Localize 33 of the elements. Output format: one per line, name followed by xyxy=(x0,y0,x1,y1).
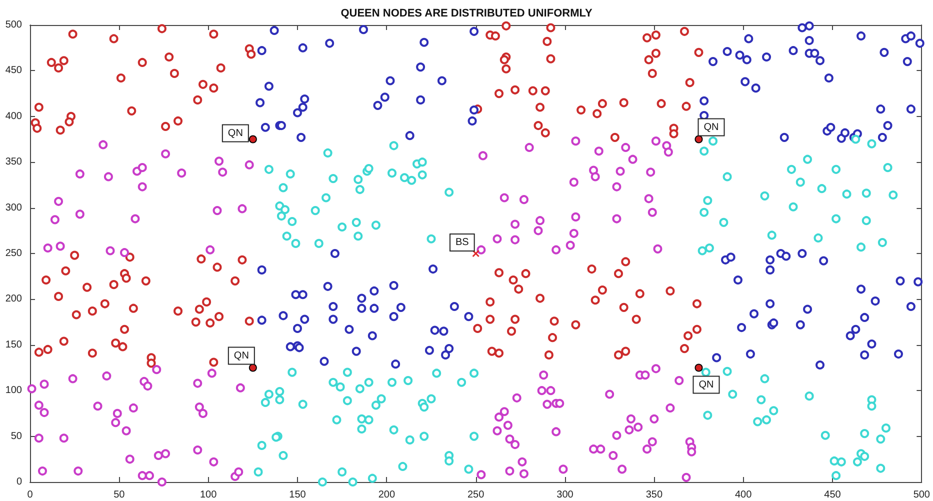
y-tick-label: 450 xyxy=(5,65,22,76)
x-tick-label: 500 xyxy=(913,490,930,500)
x-tick-label: 450 xyxy=(824,490,842,500)
x-tick-label: 200 xyxy=(378,490,396,500)
y-tick-label: 400 xyxy=(5,110,22,122)
annotation: QN xyxy=(228,128,243,139)
point xyxy=(694,135,703,144)
y-tick-label: 150 xyxy=(5,339,22,350)
y-tick-label: 250 xyxy=(5,248,22,259)
point xyxy=(248,135,257,144)
x-tick-label: 300 xyxy=(556,490,574,500)
y-tick-label: 50 xyxy=(10,430,22,442)
x-tick-label: 100 xyxy=(200,490,218,500)
x-tick-label: 400 xyxy=(734,490,752,500)
annotation: QN xyxy=(698,379,714,390)
annotation: BS xyxy=(455,237,470,248)
y-tick-label: 500 xyxy=(5,20,22,30)
chart-title: QUEEN NODES ARE DISTRIBUTED UNIFORMLY xyxy=(340,8,593,20)
x-tick-label: 250 xyxy=(467,490,485,500)
x-tick-label: 50 xyxy=(114,490,126,500)
annotation: QN xyxy=(704,122,719,133)
point xyxy=(694,364,703,372)
y-tick-label: 300 xyxy=(5,202,22,214)
y-tick-label: 0 xyxy=(16,476,22,488)
x-tick-label: 0 xyxy=(27,490,34,500)
y-tick-label: 200 xyxy=(5,294,22,305)
y-tick-label: 350 xyxy=(5,156,22,168)
x-tick-label: 350 xyxy=(646,490,663,500)
y-tick-label: 100 xyxy=(5,385,22,396)
point xyxy=(472,250,480,258)
x-tick-label: 150 xyxy=(289,490,306,500)
point xyxy=(248,364,257,372)
annotation: QN xyxy=(234,350,249,362)
